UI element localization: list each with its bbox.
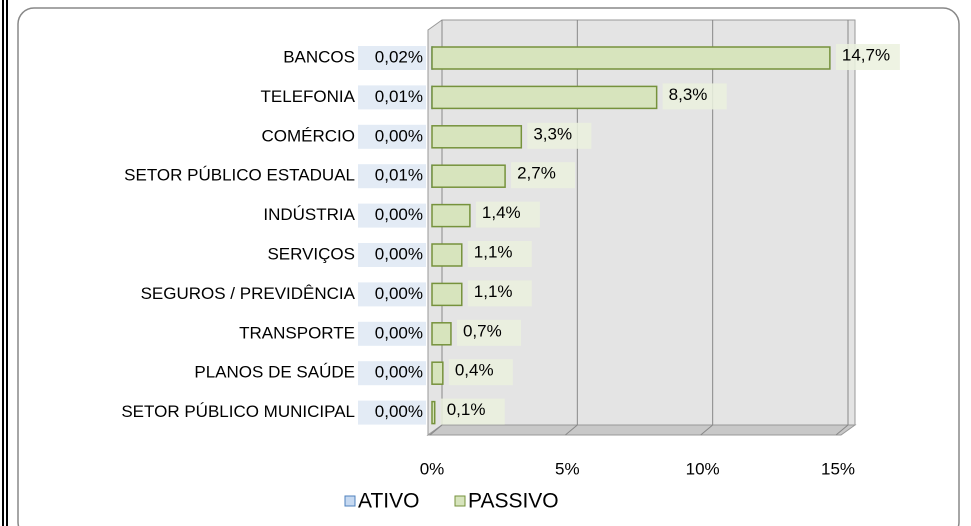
x-tick: [429, 424, 443, 436]
label-box: [358, 124, 426, 149]
label-box: [358, 85, 426, 110]
label-box: [527, 122, 592, 149]
x-tick-label: 15%: [821, 459, 855, 478]
label-box: [467, 241, 532, 267]
bar: [431, 243, 463, 267]
label-box: [358, 282, 426, 307]
x-tick-label: 10%: [686, 459, 720, 478]
legend-swatch: [344, 495, 356, 507]
label-box: [358, 400, 426, 425]
label-box: [475, 201, 540, 228]
label-box: [835, 44, 900, 70]
legend-swatch: [454, 495, 466, 507]
label-box: [456, 319, 521, 346]
x-tick: [835, 424, 849, 436]
data-label: 0,02%: [375, 47, 423, 66]
x-tick: [565, 424, 578, 436]
category-label: COMÉRCIO: [262, 126, 356, 145]
data-label: 0,00%: [375, 205, 423, 224]
data-label: 2,7%: [517, 164, 556, 183]
label-box: [358, 203, 426, 228]
x-tick: [700, 424, 713, 436]
category-label: BANCOS: [283, 47, 355, 66]
category-label: INDÚSTRIA: [263, 205, 355, 224]
label-box: [448, 359, 513, 386]
category-label: SEGUROS / PREVIDÊNCIA: [141, 284, 356, 303]
data-label: 0,00%: [375, 284, 423, 303]
data-label: 0,00%: [375, 363, 423, 382]
category-label: SETOR PÚBLICO ESTADUAL: [124, 166, 355, 185]
data-label: 0,1%: [447, 400, 486, 419]
bar: [431, 85, 658, 110]
bar: [431, 361, 444, 385]
data-label: 0,00%: [375, 323, 423, 342]
data-label: 0,7%: [463, 321, 502, 340]
label-box: [358, 243, 426, 267]
legend-label: PASSIVO: [468, 490, 559, 513]
data-label: 1,1%: [474, 242, 513, 261]
category-label: SETOR PÚBLICO MUNICIPAL: [121, 402, 355, 421]
legend-label: ATIVO: [358, 490, 419, 513]
bar: [431, 400, 436, 425]
category-label: TELEFONIA: [261, 87, 356, 106]
data-label: 0,00%: [375, 126, 423, 145]
bar: [431, 203, 471, 228]
bar: [431, 282, 463, 307]
data-label: 1,4%: [482, 203, 521, 222]
data-label: 14,7%: [842, 45, 890, 64]
label-box: [440, 398, 505, 425]
label-box: [358, 321, 426, 346]
label-box: [511, 162, 576, 189]
data-label: 8,3%: [669, 85, 708, 104]
category-label: PLANOS DE SAÚDE: [194, 363, 355, 382]
label-box: [358, 361, 426, 386]
data-label: 0,01%: [375, 166, 423, 185]
data-label: 1,1%: [474, 282, 513, 301]
data-label: 0,01%: [375, 87, 423, 106]
category-label: SERVIÇOS: [267, 244, 355, 263]
bar: [431, 164, 506, 188]
label-box: [358, 164, 426, 189]
data-label: 0,00%: [375, 244, 423, 263]
data-label: 3,3%: [533, 124, 572, 143]
label-box: [358, 46, 426, 70]
x-tick-label: 5%: [555, 459, 580, 478]
bar: [431, 322, 452, 346]
bar: [431, 46, 831, 70]
bar: [431, 125, 523, 149]
plot-floor: [426, 424, 857, 436]
label-box: [662, 83, 727, 110]
data-label: 0,4%: [455, 361, 494, 380]
x-tick-label: 0%: [420, 459, 445, 478]
label-box: [467, 280, 532, 307]
data-label: 0,00%: [375, 402, 423, 421]
category-label: TRANSPORTE: [239, 323, 355, 342]
